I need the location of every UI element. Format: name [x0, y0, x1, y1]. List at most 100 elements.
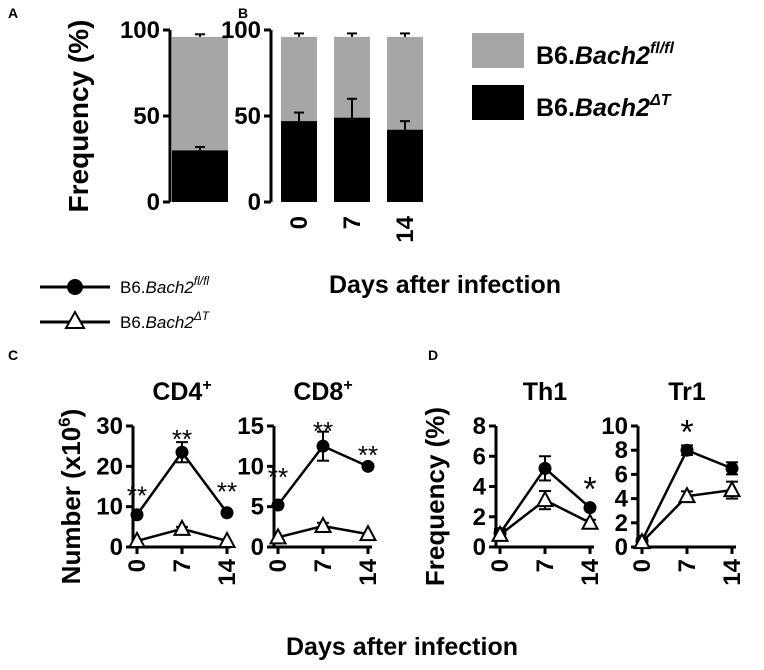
significance-mark: **	[127, 481, 147, 511]
x-tick-label: 14	[392, 215, 419, 242]
x-tick-label: 7	[339, 216, 366, 229]
x-tick-label: 14	[577, 558, 604, 585]
legend-label-fl: B6.Bach2fl/fl	[536, 40, 675, 70]
y-tick-label: 50	[234, 103, 261, 130]
significance-mark: **	[313, 416, 333, 446]
marker-triangle	[677, 486, 697, 504]
significance-mark: **	[217, 477, 237, 507]
y-tick-label: 8	[473, 413, 486, 440]
y-tick-label: 100	[221, 17, 261, 44]
significance-mark: **	[358, 440, 378, 470]
y-tick-label: 10	[96, 494, 123, 521]
y-axis-label: Frequency (%)	[63, 20, 94, 213]
legend-label-dt: B6.Bach2ΔT	[536, 92, 672, 122]
y-tick-label: 0	[251, 534, 264, 561]
marker-triangle	[127, 530, 147, 548]
y-tick-label: 0	[147, 189, 160, 216]
x-tick-label: 7	[674, 559, 701, 572]
y-tick-label: 2	[615, 510, 628, 537]
marker-triangle	[358, 523, 378, 542]
panel-label-a: A	[8, 5, 18, 21]
y-tick-label: 15	[237, 413, 264, 440]
chart-title: CD4+	[152, 377, 211, 406]
x-tick-label: 14	[355, 558, 382, 585]
bar-dt-1	[334, 117, 370, 202]
y-tick-label: 4	[615, 486, 629, 513]
y-tick-label: 0	[473, 534, 486, 561]
y-tick-label: 0	[110, 534, 123, 561]
chart-b: 0 50 100 0 7 14	[221, 17, 423, 243]
x-tick-label: 14	[719, 558, 746, 585]
bottom-x-axis-label: Days after infection	[286, 633, 518, 661]
marker-triangle	[580, 512, 600, 530]
legend-swatch-fl	[472, 33, 524, 68]
x-tick-label: 0	[265, 559, 292, 572]
x-tick-label: 14	[214, 558, 241, 585]
y-tick-label: 2	[473, 504, 486, 531]
chart-th1: 0 2 4 6 8 0 7 14 * Th1 Frequency (%)	[420, 378, 604, 586]
marker-circle	[130, 508, 144, 522]
bar-dt-0	[281, 121, 317, 202]
top-x-axis-label: Days after infection	[329, 271, 561, 299]
x-tick-label: 7	[310, 559, 337, 572]
y-tick-label: 10	[237, 453, 264, 480]
marker-circle	[583, 501, 597, 515]
bar-dt-0	[172, 150, 228, 202]
y-tick-label: 5	[251, 494, 264, 521]
chart-a: 0 50 100 Frequency (%)	[63, 17, 228, 216]
marker-circle	[316, 439, 330, 453]
significance-mark: *	[680, 414, 693, 452]
chart-title: Th1	[523, 378, 568, 406]
marker-circle	[538, 461, 552, 475]
x-tick-label: 0	[286, 216, 313, 229]
x-tick-label: 7	[169, 559, 196, 572]
marker-triangle	[313, 515, 333, 534]
y-tick-label: 6	[615, 461, 628, 488]
panel-label-c: C	[8, 347, 18, 363]
y-tick-label: 0	[615, 534, 628, 561]
marker-triangle	[217, 530, 237, 548]
marker-triangle	[268, 527, 288, 545]
y-tick-label: 4	[473, 474, 487, 501]
significance-mark: *	[583, 471, 596, 509]
legend-circle-marker	[67, 279, 83, 295]
significance-mark: **	[268, 462, 288, 492]
legend-swatch-dt	[472, 85, 524, 120]
marker-circle	[680, 443, 694, 457]
marker-triangle	[172, 518, 192, 536]
marker-circle	[175, 445, 189, 459]
line-legend: B6.Bach2fl/fl B6.Bach2ΔT	[40, 274, 211, 332]
marker-circle	[361, 459, 375, 473]
chart-title: Tr1	[668, 378, 706, 406]
legend-line-label-fl: B6.Bach2fl/fl	[120, 274, 209, 297]
panel-label-d: D	[428, 347, 438, 363]
x-tick-label: 0	[629, 559, 656, 572]
bar-dt-2	[387, 129, 423, 202]
marker-triangle	[632, 532, 652, 550]
y-tick-label: 100	[120, 17, 160, 44]
marker-triangle	[722, 480, 742, 498]
x-tick-label: 0	[124, 559, 151, 572]
marker-triangle	[535, 489, 555, 508]
y-tick-label: 30	[96, 413, 123, 440]
y-tick-label: 8	[615, 437, 628, 464]
y-tick-label: 20	[96, 453, 123, 480]
marker-circle	[220, 506, 234, 520]
y-tick-label: 10	[601, 413, 628, 440]
chart-cd8: 0 5 10 15 0 7 14 ** ** ** CD8+	[237, 377, 382, 586]
top-legend: B6.Bach2fl/fl B6.Bach2ΔT	[472, 33, 675, 122]
marker-triangle	[490, 524, 510, 542]
y-axis-label: Number (x106)	[55, 409, 86, 585]
chart-title: CD8+	[293, 377, 352, 406]
y-tick-label: 6	[473, 443, 486, 470]
marker-circle	[271, 498, 285, 512]
chart-cd4: 0 10 20 30 0 7 14 ** ** ** CD4+ Number (x106)	[55, 377, 241, 586]
legend-line-label-dt: B6.Bach2ΔT	[120, 309, 211, 332]
significance-mark: **	[172, 424, 192, 454]
y-axis-label: Frequency (%)	[420, 407, 450, 586]
x-tick-label: 7	[532, 559, 559, 572]
legend-triangle-marker	[64, 309, 86, 329]
y-tick-label: 0	[248, 189, 261, 216]
